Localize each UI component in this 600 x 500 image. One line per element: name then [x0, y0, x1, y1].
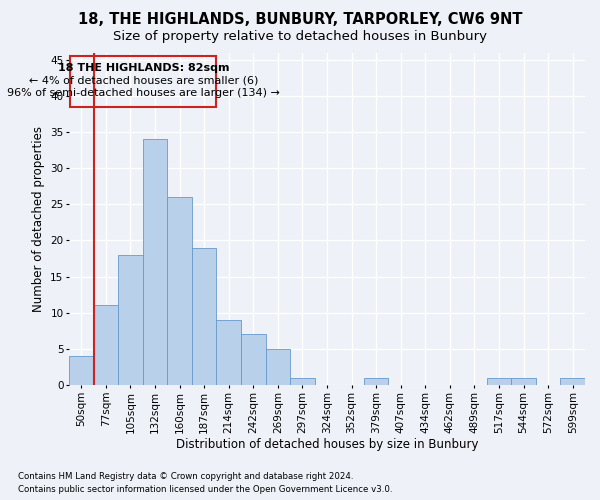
Bar: [364, 378, 388, 385]
Bar: [560, 378, 585, 385]
Text: 18, THE HIGHLANDS, BUNBURY, TARPORLEY, CW6 9NT: 18, THE HIGHLANDS, BUNBURY, TARPORLEY, C…: [78, 12, 522, 28]
Bar: [487, 378, 511, 385]
Text: Contains HM Land Registry data © Crown copyright and database right 2024.: Contains HM Land Registry data © Crown c…: [18, 472, 353, 481]
Bar: [69, 356, 94, 385]
Bar: [143, 139, 167, 385]
Bar: [94, 306, 118, 385]
Bar: [192, 248, 217, 385]
Y-axis label: Number of detached properties: Number of detached properties: [32, 126, 44, 312]
Text: Contains public sector information licensed under the Open Government Licence v3: Contains public sector information licen…: [18, 484, 392, 494]
Bar: [217, 320, 241, 385]
Text: 96% of semi-detached houses are larger (134) →: 96% of semi-detached houses are larger (…: [7, 88, 280, 98]
Bar: [70, 56, 217, 106]
Bar: [266, 349, 290, 385]
Text: ← 4% of detached houses are smaller (6): ← 4% of detached houses are smaller (6): [29, 76, 258, 86]
Text: 18 THE HIGHLANDS: 82sqm: 18 THE HIGHLANDS: 82sqm: [58, 64, 229, 74]
Bar: [511, 378, 536, 385]
Bar: [241, 334, 266, 385]
X-axis label: Distribution of detached houses by size in Bunbury: Distribution of detached houses by size …: [176, 438, 478, 451]
Bar: [118, 255, 143, 385]
Bar: [167, 197, 192, 385]
Text: Size of property relative to detached houses in Bunbury: Size of property relative to detached ho…: [113, 30, 487, 43]
Bar: [290, 378, 315, 385]
